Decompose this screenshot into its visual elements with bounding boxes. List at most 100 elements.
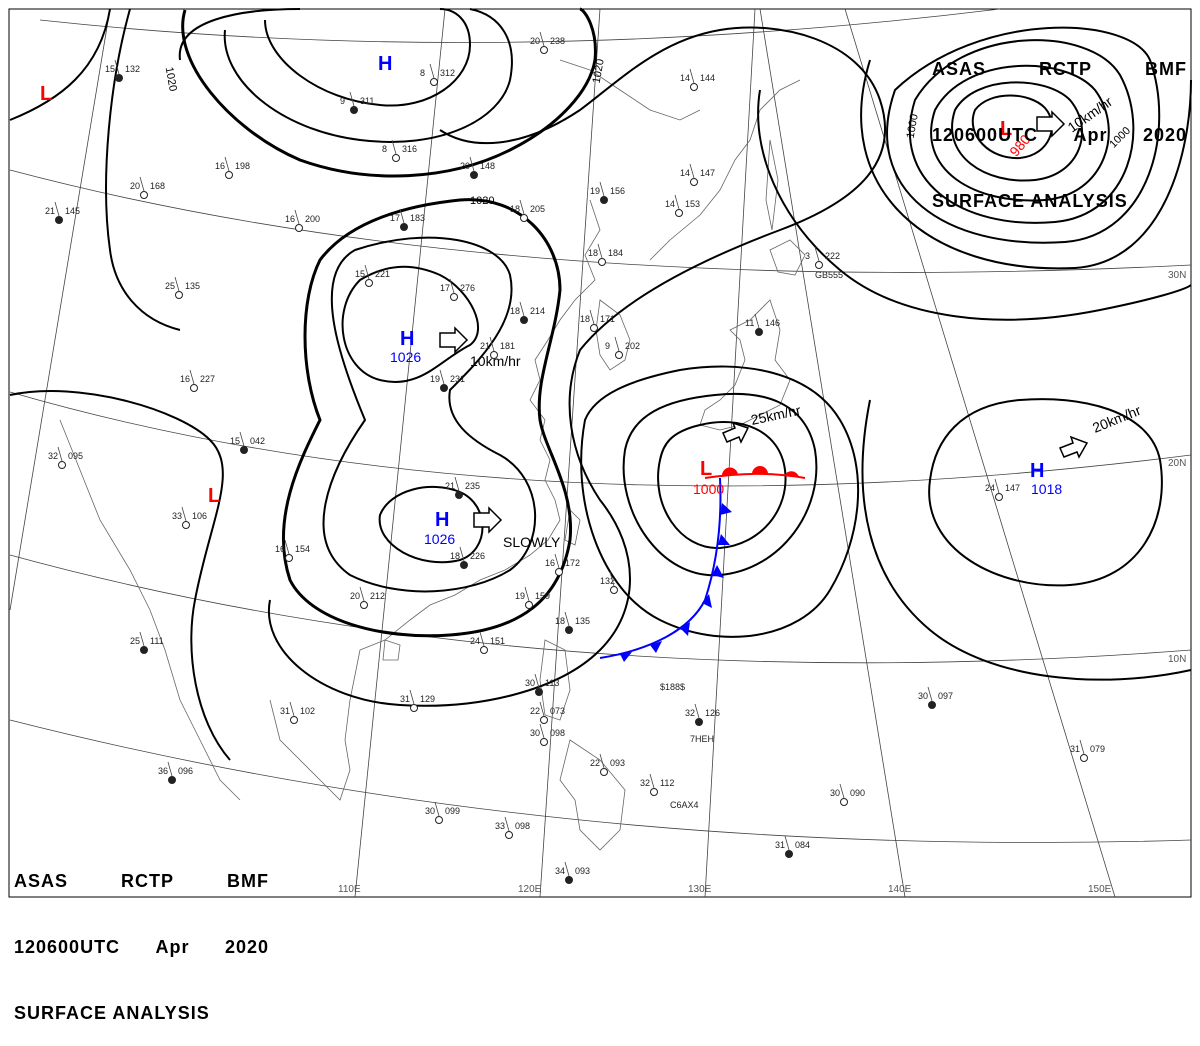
station-wind-barb bbox=[674, 194, 680, 210]
low-center-value: 1000 bbox=[693, 481, 724, 497]
station-wind-barb bbox=[519, 199, 525, 215]
station-cloud-cover-icon bbox=[815, 261, 823, 269]
isobar-h1026-inner-north bbox=[341, 265, 480, 383]
station-temperature: 32 bbox=[685, 708, 695, 718]
high-center-symbol: H bbox=[400, 328, 414, 350]
motion-arrow-icon bbox=[1036, 110, 1066, 138]
station-plot: 25 135 bbox=[165, 276, 200, 299]
station-pressure: 098 bbox=[515, 821, 530, 831]
station-temperature: 18 bbox=[510, 204, 520, 214]
station-wind-barb bbox=[689, 68, 695, 84]
station-temperature: 15 bbox=[355, 269, 365, 279]
station-pressure: 214 bbox=[530, 306, 545, 316]
station-cloud-cover-icon bbox=[360, 601, 368, 609]
isobar-l980-inner bbox=[971, 94, 1053, 160]
station-temperature: 31 bbox=[280, 706, 290, 716]
station-temperature: 19 bbox=[515, 591, 525, 601]
motion-label: SLOWLY bbox=[503, 534, 561, 550]
station-wind-barb bbox=[754, 313, 760, 329]
isobar-l1000-ring3 bbox=[580, 365, 860, 638]
station-cloud-cover-icon bbox=[290, 716, 298, 724]
header-station: RCTP bbox=[121, 871, 174, 891]
station-cloud-cover-icon bbox=[520, 214, 528, 222]
station-plot: 17 276 bbox=[440, 278, 475, 301]
meridian-130e bbox=[704, 8, 756, 898]
station-plot: 19 159 bbox=[515, 586, 550, 609]
station-pressure: 238 bbox=[550, 36, 565, 46]
station-wind-barb bbox=[54, 201, 60, 217]
station-cloud-cover-icon bbox=[470, 171, 478, 179]
station-plot: 18 135 bbox=[555, 611, 590, 634]
header-month: Apr bbox=[1073, 125, 1108, 145]
station-cloud-cover-icon bbox=[1080, 754, 1088, 762]
station-pressure: 181 bbox=[500, 341, 515, 351]
parallel-10n bbox=[9, 554, 1192, 664]
station-wind-barb bbox=[364, 264, 370, 280]
station-cloud-cover-icon bbox=[350, 106, 358, 114]
station-cloud-cover-icon bbox=[695, 718, 703, 726]
station-pressure: 171 bbox=[600, 314, 615, 324]
station-plot: 18 214 bbox=[510, 301, 545, 324]
station-pressure: 126 bbox=[705, 708, 720, 718]
station-temperature: 24 bbox=[985, 483, 995, 493]
station-pressure: 132 bbox=[125, 64, 140, 74]
station-wind-barb bbox=[539, 31, 545, 47]
station-plot: 21 235 bbox=[445, 476, 480, 499]
station-wind-barb bbox=[519, 301, 525, 317]
station-cloud-cover-icon bbox=[115, 74, 123, 82]
warm-front-semicircle bbox=[784, 471, 799, 477]
isobars bbox=[9, 7, 1192, 761]
map-header-bottom-left: ASAS RCTP BMF 120600UTC Apr 2020 SURFACE ANA… bbox=[14, 826, 269, 1046]
isobar-label: 1020 bbox=[470, 195, 494, 207]
station-cloud-cover-icon bbox=[525, 601, 533, 609]
latitude-label: 10N bbox=[1168, 654, 1186, 665]
station-id-label: 7HEH bbox=[690, 734, 714, 744]
station-temperature: 16 bbox=[545, 558, 555, 568]
station-cloud-cover-icon bbox=[555, 568, 563, 576]
station-plot: 18 226 bbox=[450, 546, 485, 569]
station-plot: 15 042 bbox=[230, 431, 265, 454]
station-wind-barb bbox=[927, 686, 933, 702]
station-temperature: 20 bbox=[530, 36, 540, 46]
station-cloud-cover-icon bbox=[610, 586, 618, 594]
station-plot: 31 084 bbox=[775, 835, 810, 858]
station-wind-barb bbox=[784, 835, 790, 851]
station-pressure: 042 bbox=[250, 436, 265, 446]
station-pressure: 129 bbox=[420, 694, 435, 704]
station-cloud-cover-icon bbox=[240, 446, 248, 454]
station-temperature: 16 bbox=[285, 214, 295, 224]
station-temperature: 9 bbox=[605, 341, 610, 351]
station-plot: 30 113 bbox=[525, 673, 559, 696]
station-plot: 16 154 bbox=[275, 539, 310, 562]
cold-front bbox=[599, 477, 732, 662]
station-plot: 24 147 bbox=[985, 478, 1020, 501]
station-plot: 24 151 bbox=[470, 631, 505, 654]
station-wind-barb bbox=[459, 546, 465, 562]
station-temperature: 20 bbox=[350, 591, 360, 601]
header-region: ASAS bbox=[14, 871, 69, 891]
surface-analysis-map: 1020 1020 1020 1000 1000 H 1026 H 1026 H… bbox=[8, 7, 1192, 898]
cold-front-triangle bbox=[712, 565, 724, 578]
station-id-label: $188$ bbox=[660, 682, 685, 692]
station-wind-barb bbox=[181, 506, 187, 522]
header-time: 120600UTC bbox=[932, 125, 1039, 145]
station-plot: 18 171 bbox=[580, 309, 615, 332]
station-temperature: 30 bbox=[918, 691, 928, 701]
station-plot: 20 238 bbox=[530, 31, 565, 54]
station-wind-barb bbox=[524, 586, 530, 602]
coast-hokkaido bbox=[769, 239, 806, 276]
longitude-label: 130E bbox=[688, 884, 712, 895]
station-wind-barb bbox=[479, 631, 485, 647]
station-wind-barb bbox=[1079, 739, 1085, 755]
station-pressure: 311 bbox=[360, 96, 374, 106]
station-plot: 20 212 bbox=[350, 586, 385, 609]
station-plot: 9 311 bbox=[340, 91, 374, 114]
coast-hainan bbox=[382, 639, 401, 661]
motion-arrow-icon bbox=[473, 506, 503, 534]
high-center-value: 1026 bbox=[424, 531, 455, 547]
station-cloud-cover-icon bbox=[650, 788, 658, 796]
station-wind-barb bbox=[564, 861, 570, 877]
station-plot: 19 231 bbox=[430, 369, 465, 392]
station-wind-barb bbox=[434, 801, 440, 817]
meridian-140e bbox=[759, 8, 906, 898]
